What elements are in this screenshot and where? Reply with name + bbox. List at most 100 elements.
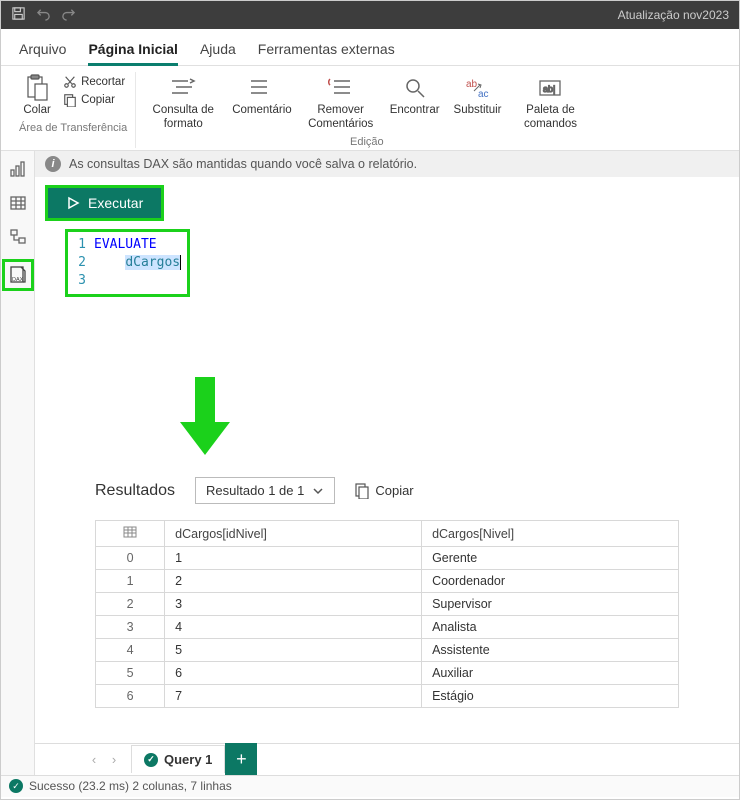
format-query-label: Consulta de formato bbox=[148, 104, 218, 132]
tab-ajuda[interactable]: Ajuda bbox=[200, 37, 236, 65]
line-num-2: 2 bbox=[70, 254, 94, 272]
copy-results-button[interactable]: Copiar bbox=[355, 483, 413, 499]
execute-button[interactable]: Executar bbox=[48, 188, 161, 218]
result-selector-label: Resultado 1 de 1 bbox=[206, 483, 304, 498]
editor-highlight: 1EVALUATE 2 dCargos​ 3 bbox=[65, 229, 190, 298]
results-header: Resultados Resultado 1 de 1 Copiar bbox=[35, 467, 739, 514]
format-query-button[interactable]: Consulta de formato bbox=[144, 72, 222, 134]
query-tab-label: Query 1 bbox=[164, 752, 212, 767]
comment-label: Comentário bbox=[232, 104, 291, 118]
row-index: 3 bbox=[96, 616, 165, 639]
find-button[interactable]: Encontrar bbox=[386, 72, 444, 120]
cell-idnivel: 2 bbox=[165, 570, 422, 593]
table-name: dCargos bbox=[125, 255, 180, 270]
query-tab-next[interactable]: › bbox=[105, 750, 123, 768]
cut-label: Recortar bbox=[81, 76, 125, 88]
info-bar: i As consultas DAX são mantidas quando v… bbox=[35, 151, 739, 177]
redo-icon[interactable] bbox=[61, 6, 76, 24]
tab-arquivo[interactable]: Arquivo bbox=[19, 37, 66, 65]
command-palette-button[interactable]: ab| Paleta de comandos bbox=[511, 72, 589, 134]
table-view-icon[interactable] bbox=[6, 191, 30, 215]
results-title: Resultados bbox=[95, 482, 175, 500]
cell-idnivel: 1 bbox=[165, 547, 422, 570]
copy-icon bbox=[355, 483, 369, 499]
cell-nivel: Assistente bbox=[422, 639, 679, 662]
query-tab-prev[interactable]: ‹ bbox=[85, 750, 103, 768]
line-num-3: 3 bbox=[70, 272, 94, 290]
tab-ferramentas-externas[interactable]: Ferramentas externas bbox=[258, 37, 395, 65]
table-icon-header bbox=[96, 521, 165, 547]
report-view-icon[interactable] bbox=[6, 157, 30, 181]
table-row[interactable]: 56Auxiliar bbox=[96, 662, 679, 685]
save-icon[interactable] bbox=[11, 6, 26, 24]
cell-idnivel: 6 bbox=[165, 662, 422, 685]
model-view-icon[interactable] bbox=[6, 225, 30, 249]
main-area: DAX i As consultas DAX são mantidas quan… bbox=[1, 151, 739, 775]
find-label: Encontrar bbox=[390, 104, 440, 118]
status-check-icon: ✓ bbox=[9, 779, 23, 793]
ribbon-group-clipboard: Colar Recortar Copiar Área de Transferên… bbox=[11, 72, 136, 148]
results-table: dCargos[idNivel] dCargos[Nivel] 01Gerent… bbox=[95, 520, 679, 708]
tab-pagina-inicial[interactable]: Página Inicial bbox=[88, 37, 177, 65]
title-bar: Atualização nov2023 bbox=[1, 1, 739, 29]
keyword-evaluate: EVALUATE bbox=[94, 237, 157, 252]
table-row[interactable]: 45Assistente bbox=[96, 639, 679, 662]
row-index: 4 bbox=[96, 639, 165, 662]
status-bar: ✓ Sucesso (23.2 ms) 2 colunas, 7 linhas bbox=[1, 775, 739, 797]
add-query-button[interactable]: + bbox=[225, 743, 257, 775]
info-icon: i bbox=[45, 156, 61, 172]
svg-text:ab|: ab| bbox=[543, 84, 555, 94]
menu-tabs: Arquivo Página Inicial Ajuda Ferramentas… bbox=[1, 29, 739, 66]
table-row[interactable]: 34Analista bbox=[96, 616, 679, 639]
table-row[interactable]: 67Estágio bbox=[96, 685, 679, 708]
svg-text:ab: ab bbox=[466, 79, 478, 90]
row-index: 6 bbox=[96, 685, 165, 708]
query-tabs: ‹ › ✓ Query 1 + bbox=[35, 743, 739, 775]
row-index: 2 bbox=[96, 593, 165, 616]
copy-label: Copiar bbox=[375, 483, 413, 498]
cell-nivel: Auxiliar bbox=[422, 662, 679, 685]
command-palette-label: Paleta de comandos bbox=[515, 104, 585, 132]
copy-button[interactable]: Copiar bbox=[61, 92, 127, 108]
content-area: i As consultas DAX são mantidas quando v… bbox=[35, 151, 739, 775]
query-tab-1[interactable]: ✓ Query 1 bbox=[131, 745, 225, 773]
ribbon: Colar Recortar Copiar Área de Transferên… bbox=[1, 66, 739, 151]
row-index: 5 bbox=[96, 662, 165, 685]
info-text: As consultas DAX são mantidas quando voc… bbox=[69, 157, 417, 171]
paste-label: Colar bbox=[23, 104, 50, 118]
comment-button[interactable]: Comentário bbox=[228, 72, 295, 120]
cell-nivel: Analista bbox=[422, 616, 679, 639]
col-nivel[interactable]: dCargos[Nivel] bbox=[422, 521, 679, 547]
cell-nivel: Gerente bbox=[422, 547, 679, 570]
svg-text:ac: ac bbox=[478, 89, 489, 99]
cut-button[interactable]: Recortar bbox=[61, 74, 127, 90]
ribbon-group-edit: Consulta de formato Comentário Remover C… bbox=[136, 72, 597, 148]
svg-text:DAX: DAX bbox=[12, 277, 24, 283]
row-index: 0 bbox=[96, 547, 165, 570]
undo-icon[interactable] bbox=[36, 6, 51, 24]
execute-label: Executar bbox=[88, 195, 143, 211]
row-index: 1 bbox=[96, 570, 165, 593]
annotation-arrow bbox=[35, 377, 739, 457]
window-title: Atualização nov2023 bbox=[618, 8, 729, 22]
execute-highlight: Executar bbox=[45, 185, 164, 221]
code-editor[interactable]: 1EVALUATE 2 dCargos​ 3 bbox=[35, 229, 739, 298]
dax-view-icon[interactable]: DAX bbox=[2, 259, 34, 291]
cell-nivel: Supervisor bbox=[422, 593, 679, 616]
paste-button[interactable]: Colar bbox=[19, 72, 55, 120]
cell-idnivel: 3 bbox=[165, 593, 422, 616]
remove-comments-button[interactable]: Remover Comentários bbox=[302, 72, 380, 134]
result-selector[interactable]: Resultado 1 de 1 bbox=[195, 477, 335, 504]
replace-label: Substituir bbox=[454, 104, 502, 118]
col-idnivel[interactable]: dCargos[idNivel] bbox=[165, 521, 422, 547]
table-row[interactable]: 12Coordenador bbox=[96, 570, 679, 593]
cell-idnivel: 5 bbox=[165, 639, 422, 662]
edit-group-label: Edição bbox=[350, 136, 384, 148]
replace-button[interactable]: abac Substituir bbox=[450, 72, 506, 120]
line-num-1: 1 bbox=[70, 236, 94, 254]
left-rail: DAX bbox=[1, 151, 35, 775]
remove-comments-label: Remover Comentários bbox=[306, 104, 376, 132]
chevron-down-icon bbox=[312, 485, 324, 497]
table-row[interactable]: 01Gerente bbox=[96, 547, 679, 570]
table-row[interactable]: 23Supervisor bbox=[96, 593, 679, 616]
